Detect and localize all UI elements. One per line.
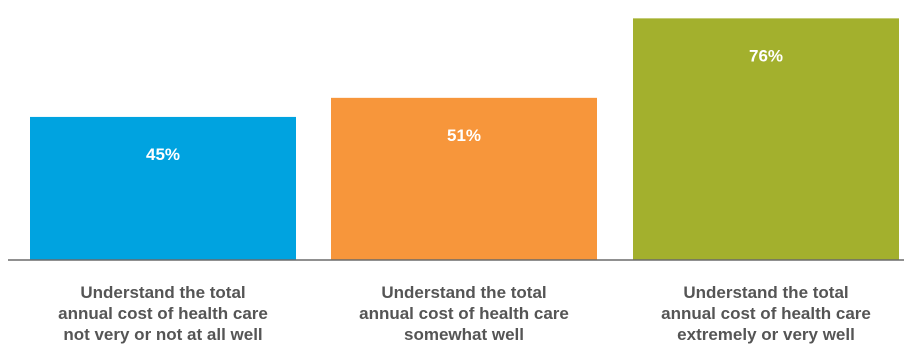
data-label-3: 76% (749, 46, 783, 65)
bar-2 (331, 97, 597, 260)
category-labels-group: Understand the total annual cost of healt… (58, 283, 871, 344)
bars-group: 45% 51% 76% (30, 18, 899, 260)
bar-1 (30, 116, 296, 260)
category-label-1-line-2: annual cost of health care (58, 304, 268, 323)
category-label-2-line-3: somewhat well (404, 325, 524, 344)
category-label-3-line-2: annual cost of health care (661, 304, 871, 323)
category-label-1-line-1: Understand the total (80, 283, 245, 302)
category-label-3-line-1: Understand the total (683, 283, 848, 302)
data-label-1: 45% (146, 145, 180, 164)
data-label-2: 51% (447, 126, 481, 145)
category-label-2-line-2: annual cost of health care (359, 304, 569, 323)
category-label-3-line-3: extremely or very well (677, 325, 855, 344)
category-label-2-line-1: Understand the total (381, 283, 546, 302)
bar-3 (633, 18, 899, 260)
category-label-1-line-3: not very or not at all well (63, 325, 262, 344)
